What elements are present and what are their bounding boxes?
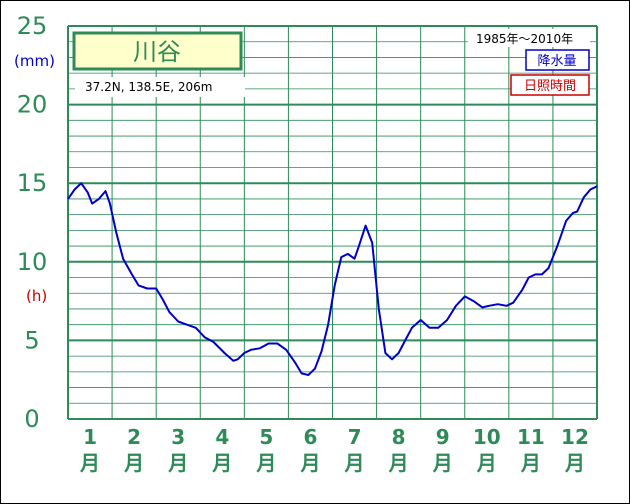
month-number-label: 5 [259,425,273,449]
month-number-label: 12 [561,425,589,449]
y-tick-label: 15 [17,169,48,197]
y-tick-label: 10 [17,248,48,276]
y-axis-ticks: 0 5 10 15 20 25 [17,12,48,433]
month-kanji-label: 月 [123,451,144,475]
month-kanji-label: 月 [564,451,585,475]
precipitation-line [67,182,598,376]
month-kanji-label: 月 [167,451,188,475]
month-number-label: 4 [215,425,229,449]
y-tick-label: 0 [24,405,39,433]
period-label: 1985年〜2010年 [476,32,573,46]
month-kanji-label: 月 [255,451,276,475]
period-box [468,29,590,47]
month-kanji-label: 月 [388,451,409,475]
month-number-label: 11 [517,425,545,449]
month-number-label: 6 [303,425,317,449]
month-number-label: 10 [473,425,501,449]
month-kanji-label: 月 [79,451,100,475]
location-label: 37.2N, 138.5E, 206m [85,80,212,94]
chart-title: 川谷 [133,38,181,66]
month-kanji-label: 月 [344,451,365,475]
y-tick-label: 25 [17,12,48,40]
y-tick-label: 20 [17,91,48,119]
precip-unit-label: (mm) [14,52,55,70]
legend-precip-label: 降水量 [537,54,576,69]
legend-sunshine-label: 日照時間 [524,79,576,94]
location-box [75,77,245,97]
month-number-label: 1 [83,425,97,449]
month-kanji-label: 月 [520,451,541,475]
title-box [72,31,243,71]
month-number-label: 8 [392,425,406,449]
month-number-label: 3 [171,425,185,449]
legend-sunshine-box [510,74,590,96]
month-kanji-label: 月 [211,451,232,475]
month-kanji-label: 月 [299,451,320,475]
legend-precip-box [525,49,590,71]
month-number-label: 7 [348,425,362,449]
month-kanji-label: 月 [432,451,453,475]
y-tick-label: 5 [24,326,39,354]
month-kanji-label: 月 [476,451,497,475]
month-number-label: 9 [436,425,450,449]
series-layer [67,182,598,376]
month-number-label: 2 [127,425,141,449]
sunshine-unit-label: (h) [26,287,47,305]
